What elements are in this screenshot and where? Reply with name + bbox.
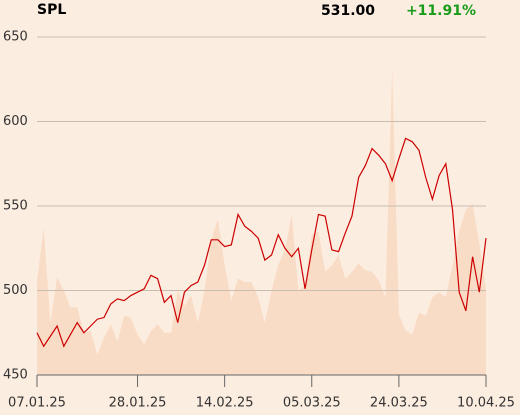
y-tick-label: 600: [3, 114, 28, 129]
x-tick-label: 05.03.25: [283, 396, 341, 411]
x-tick-label: 28.01.25: [109, 396, 167, 411]
x-tick-label: 14.02.25: [196, 396, 254, 411]
ticker: SPL: [37, 2, 66, 18]
x-tick-label: 10.04.25: [457, 396, 515, 411]
volume-area: [37, 67, 486, 376]
x-tick-label: 07.01.25: [8, 396, 66, 411]
price-line: [36, 137, 487, 348]
y-tick-label: 500: [3, 283, 28, 298]
change: +11.91%: [406, 3, 476, 19]
last-price: 531.00: [321, 3, 375, 19]
y-tick-label: 650: [3, 30, 28, 45]
x-tick-label: 24.03.25: [370, 396, 428, 411]
y-tick-label: 450: [3, 368, 28, 383]
y-tick-label: 550: [3, 199, 28, 214]
